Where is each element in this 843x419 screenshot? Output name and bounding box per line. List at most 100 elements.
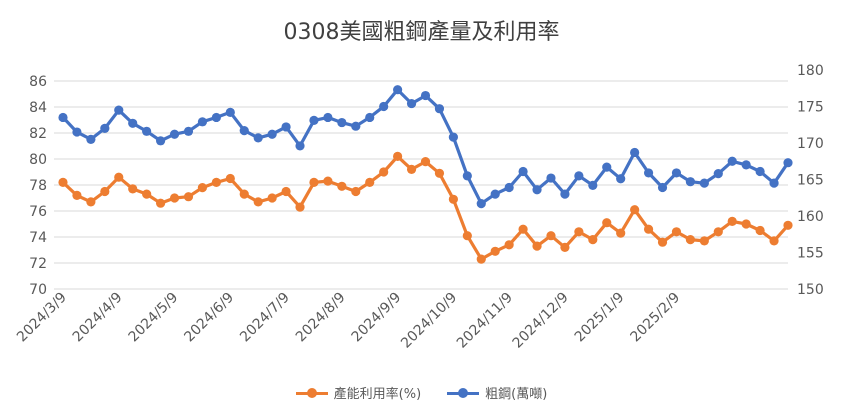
legend-item-utilization[interactable]: 產能利用率(%) bbox=[295, 383, 421, 402]
y-right-tick-label: 170 bbox=[797, 136, 824, 152]
x-tick-label: 2024/5/9 bbox=[126, 290, 182, 346]
y-right-tick-label: 165 bbox=[797, 173, 824, 189]
utilization-point bbox=[630, 205, 640, 215]
y-right-tick-label: 175 bbox=[797, 100, 824, 116]
utilization-point bbox=[393, 151, 403, 161]
crude-steel-point bbox=[657, 182, 668, 193]
crude-steel-point bbox=[546, 173, 556, 183]
utilization-point bbox=[741, 219, 751, 229]
utilization-point bbox=[267, 193, 277, 203]
crude-steel-point bbox=[616, 174, 626, 184]
crude-steel-point bbox=[365, 112, 375, 123]
crude-steel-point bbox=[476, 198, 486, 209]
crude-steel-point bbox=[504, 182, 514, 193]
y-left-tick-label: 74 bbox=[29, 230, 47, 246]
x-tick-label: 2024/8/9 bbox=[293, 290, 349, 346]
y-right-tick-label: 150 bbox=[797, 282, 824, 298]
utilization-point bbox=[602, 218, 612, 228]
y-right-tick-label: 180 bbox=[797, 63, 824, 79]
utilization-point bbox=[574, 227, 584, 237]
crude-steel-point bbox=[295, 141, 305, 151]
x-tick-label: 2025/2/9 bbox=[628, 290, 684, 346]
utilization-point bbox=[337, 181, 347, 191]
crude-steel-point bbox=[560, 189, 570, 199]
utilization-point bbox=[616, 228, 626, 238]
y-right-tick-label: 155 bbox=[797, 246, 824, 262]
crude-steel-point bbox=[253, 133, 263, 143]
crude-steel-point bbox=[155, 136, 166, 146]
utilization-point bbox=[253, 197, 263, 207]
crude-steel-point bbox=[72, 127, 82, 137]
utilization-point bbox=[309, 177, 319, 187]
utilization-point bbox=[699, 236, 709, 246]
utilization-point bbox=[197, 183, 208, 193]
utilization-point bbox=[755, 225, 765, 236]
crude-steel-point bbox=[169, 129, 180, 139]
x-tick-label: 2024/11/9 bbox=[454, 290, 516, 352]
crude-steel-point bbox=[462, 171, 472, 181]
y-left-tick-label: 78 bbox=[29, 178, 47, 194]
utilization-point bbox=[769, 236, 779, 246]
crude-steel-point bbox=[727, 156, 737, 166]
utilization-point bbox=[365, 177, 375, 187]
utilization-point bbox=[504, 240, 514, 250]
y-left-tick-label: 86 bbox=[29, 74, 47, 90]
crude-steel-point bbox=[685, 177, 696, 187]
crude-steel-point bbox=[406, 98, 417, 109]
crude-steel-point bbox=[393, 85, 403, 95]
utilization-point bbox=[100, 186, 110, 197]
utilization-point bbox=[476, 254, 486, 264]
crude-steel-point bbox=[211, 112, 221, 123]
crude-steel-point bbox=[420, 90, 431, 101]
crude-steel-point bbox=[574, 171, 584, 181]
crude-steel-point bbox=[448, 132, 458, 142]
crude-steel-point bbox=[128, 118, 138, 128]
y-left-tick-label: 76 bbox=[29, 204, 47, 220]
y-left-tick-label: 80 bbox=[29, 152, 47, 168]
crude-steel-point bbox=[100, 123, 110, 133]
crude-steel-point bbox=[630, 147, 640, 158]
crude-steel-point bbox=[490, 189, 500, 199]
utilization-point bbox=[713, 227, 723, 237]
crude-steel-point bbox=[114, 105, 124, 115]
utilization-point bbox=[379, 167, 389, 177]
crude-steel-point bbox=[225, 107, 235, 117]
utilization-point bbox=[546, 231, 556, 241]
crude-steel-point bbox=[741, 160, 751, 170]
x-tick-label: 2024/4/9 bbox=[70, 290, 126, 346]
utilization-point bbox=[58, 177, 68, 187]
x-tick-label: 2024/6/9 bbox=[181, 290, 237, 346]
utilization-point bbox=[225, 173, 235, 184]
utilization-point bbox=[462, 231, 472, 241]
utilization-point bbox=[142, 189, 152, 199]
crude-steel-point bbox=[351, 121, 361, 131]
utilization-point bbox=[588, 235, 598, 245]
utilization-point bbox=[490, 246, 500, 256]
y-left-tick-label: 82 bbox=[29, 126, 47, 142]
crude-steel-point bbox=[602, 162, 612, 172]
y-left-tick-label: 84 bbox=[29, 100, 47, 116]
x-tick-label: 2024/9/9 bbox=[349, 290, 405, 346]
utilization-point bbox=[183, 192, 194, 202]
chart-legend: 產能利用率(%) 粗鋼(萬噸) bbox=[0, 383, 843, 402]
utilization-point bbox=[86, 197, 96, 207]
utilization-point bbox=[657, 237, 668, 247]
utilization-point bbox=[671, 227, 682, 237]
utilization-point bbox=[448, 194, 458, 204]
y-right-tick-label: 160 bbox=[797, 209, 824, 225]
crude-steel-point bbox=[142, 126, 152, 136]
crude-steel-point bbox=[183, 126, 194, 136]
utilization-point bbox=[643, 224, 654, 234]
utilization-point bbox=[169, 193, 180, 203]
crude-steel-point bbox=[86, 134, 96, 144]
crude-steel-point bbox=[239, 125, 249, 136]
crude-steel-point bbox=[323, 112, 333, 123]
crude-steel-point bbox=[643, 168, 654, 178]
legend-item-crude-steel[interactable]: 粗鋼(萬噸) bbox=[447, 383, 547, 402]
x-tick-label: 2024/10/9 bbox=[398, 290, 460, 352]
utilization-point bbox=[420, 157, 431, 167]
utilization-point bbox=[323, 176, 333, 186]
crude-steel-point bbox=[755, 166, 765, 177]
crude-steel-point bbox=[713, 169, 723, 179]
